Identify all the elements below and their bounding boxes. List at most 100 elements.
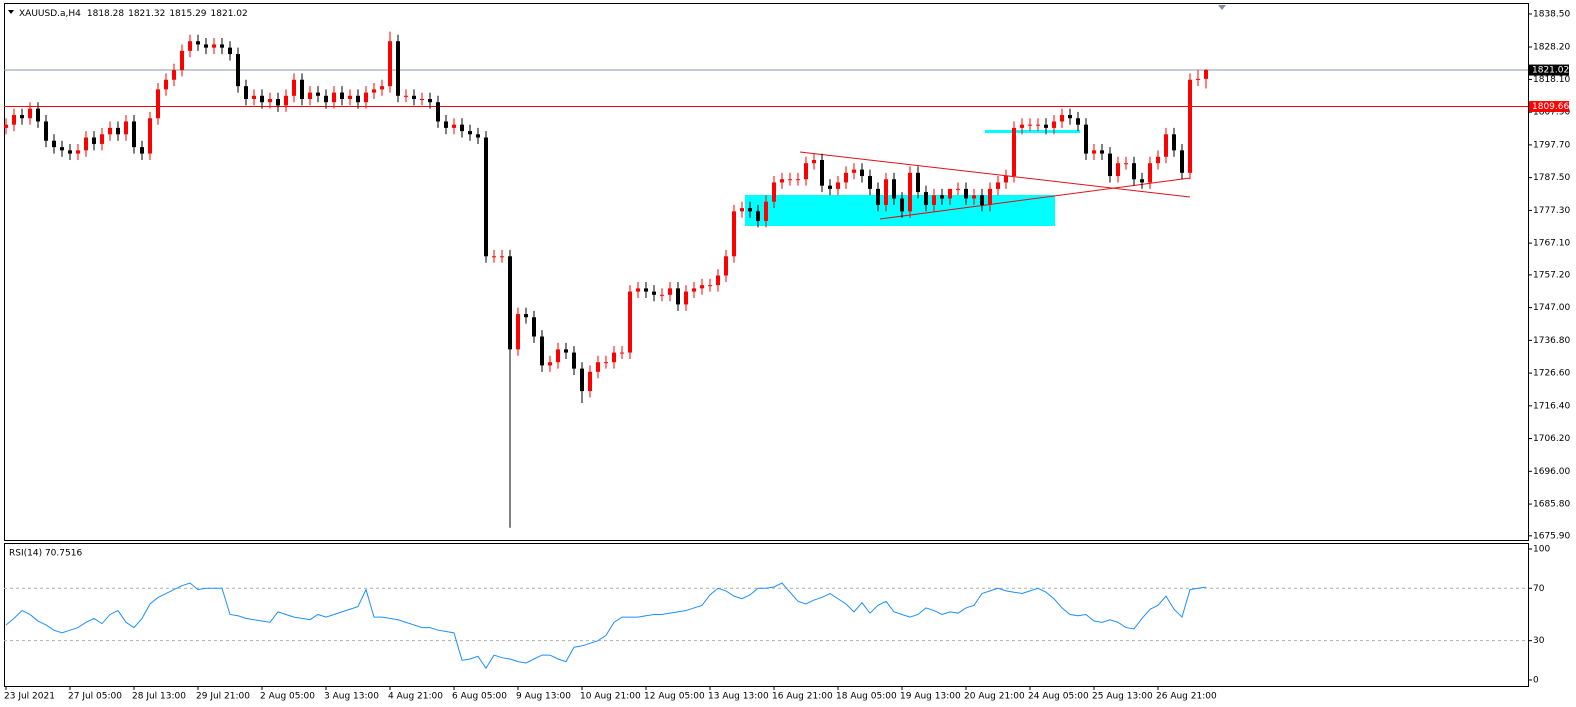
candle-body xyxy=(452,124,456,128)
candle-body xyxy=(212,44,216,48)
candle-body xyxy=(988,188,992,205)
x-tick-label: 19 Aug 13:00 xyxy=(900,692,961,702)
y-tick-label: 70 xyxy=(1533,584,1545,594)
candle-body xyxy=(492,256,496,258)
candle-body xyxy=(1068,115,1072,119)
price-tag xyxy=(1529,101,1569,113)
header-close: 1821.02 xyxy=(211,9,248,19)
candle-body xyxy=(196,41,200,45)
y-tick-label: 1747.00 xyxy=(1533,303,1570,313)
candle-body xyxy=(100,134,104,144)
candle-body xyxy=(556,349,560,363)
rsi-line xyxy=(5,582,1207,670)
candle-body xyxy=(1108,153,1112,177)
y-tick-label: 1716.40 xyxy=(1533,401,1570,411)
candle-body xyxy=(1020,124,1024,128)
candle-body xyxy=(852,169,856,173)
candle-body xyxy=(108,127,112,135)
candle-body xyxy=(220,44,224,48)
candle-body xyxy=(788,179,792,181)
y-tick-label: 1777.30 xyxy=(1533,206,1570,216)
header-open: 1818.28 xyxy=(87,9,124,19)
candle-body xyxy=(676,288,680,305)
candle-body xyxy=(252,95,256,100)
trend-line xyxy=(879,177,1191,220)
candle-body xyxy=(1100,150,1104,154)
candle-body xyxy=(596,362,600,372)
candle-body xyxy=(668,288,672,295)
candle-body xyxy=(660,294,664,296)
y-tick-label: 1706.20 xyxy=(1533,434,1570,444)
y-tick-label: 1838.50 xyxy=(1533,9,1570,19)
candle-body xyxy=(52,140,56,148)
candle-body xyxy=(524,314,528,318)
candle-body xyxy=(516,314,520,350)
candle-body xyxy=(948,188,952,199)
candle-body xyxy=(204,44,208,48)
candle-body xyxy=(340,92,344,100)
x-tick-label: 10 Aug 21:00 xyxy=(580,692,641,702)
x-tick-label: 27 Jul 05:00 xyxy=(68,692,122,702)
candle-body xyxy=(348,95,352,100)
candle-body xyxy=(228,47,232,55)
candle-body xyxy=(900,198,904,212)
price-tag-label: 1821.02 xyxy=(1532,66,1569,76)
candle-body xyxy=(1172,134,1176,151)
candle-body xyxy=(684,291,688,305)
candle-body xyxy=(644,288,648,292)
main-panel-frame xyxy=(4,3,1529,541)
candle-body xyxy=(820,159,824,186)
x-tick-label: 29 Jul 21:00 xyxy=(196,692,250,702)
candle-body xyxy=(868,176,872,189)
candle-body xyxy=(1060,115,1064,122)
candle-body xyxy=(124,121,128,135)
candle-body xyxy=(132,121,136,148)
candle-body xyxy=(68,150,72,154)
candle-body xyxy=(772,182,776,202)
candle-body xyxy=(436,102,440,122)
candle-body xyxy=(724,256,728,276)
y-tick-label: 100 xyxy=(1533,544,1550,554)
candle-body xyxy=(828,185,832,189)
y-tick-label: 1787.50 xyxy=(1533,173,1570,183)
candle-body xyxy=(1196,78,1200,80)
candle-body xyxy=(564,349,568,353)
candle-body xyxy=(20,115,24,119)
candle-body xyxy=(972,195,976,199)
candle-body xyxy=(780,179,784,183)
candle-body xyxy=(380,86,384,90)
candle-body xyxy=(60,147,64,151)
candle-body xyxy=(388,41,392,87)
candle-body xyxy=(116,127,120,135)
x-tick-label: 16 Aug 21:00 xyxy=(772,692,833,702)
y-tick-label: 1767.10 xyxy=(1533,239,1570,249)
candle-body xyxy=(484,137,488,257)
shift-marker xyxy=(1218,5,1226,10)
candle-body xyxy=(1004,176,1008,183)
x-tick-label: 12 Aug 05:00 xyxy=(644,692,705,702)
candle-body xyxy=(244,86,248,100)
y-tick-label: 1675.90 xyxy=(1533,531,1570,541)
y-tick-label: 1736.80 xyxy=(1533,336,1570,346)
candle-body xyxy=(636,288,640,292)
candle-body xyxy=(12,115,16,125)
y-tick-label: 30 xyxy=(1533,636,1545,646)
candle-body xyxy=(692,288,696,292)
candle-body xyxy=(1036,124,1040,126)
y-tick-label: 1807.90 xyxy=(1533,108,1570,118)
candle-body xyxy=(92,137,96,144)
candle-body xyxy=(396,41,400,96)
candle-body xyxy=(1132,163,1136,180)
x-tick-label: 23 Jul 2021 xyxy=(4,692,55,702)
header-high: 1821.32 xyxy=(128,9,165,19)
candle-body xyxy=(460,124,464,132)
candle-body xyxy=(364,92,368,103)
chart-header: XAUUSD.a,H4 1818.28 1821.32 1815.29 1821.02 xyxy=(19,9,248,19)
candle-body xyxy=(964,188,968,199)
candle-body xyxy=(44,121,48,141)
price-tag xyxy=(1529,64,1569,76)
candle-body xyxy=(300,79,304,100)
rsi-title: RSI(14) 70.7516 xyxy=(9,549,82,559)
